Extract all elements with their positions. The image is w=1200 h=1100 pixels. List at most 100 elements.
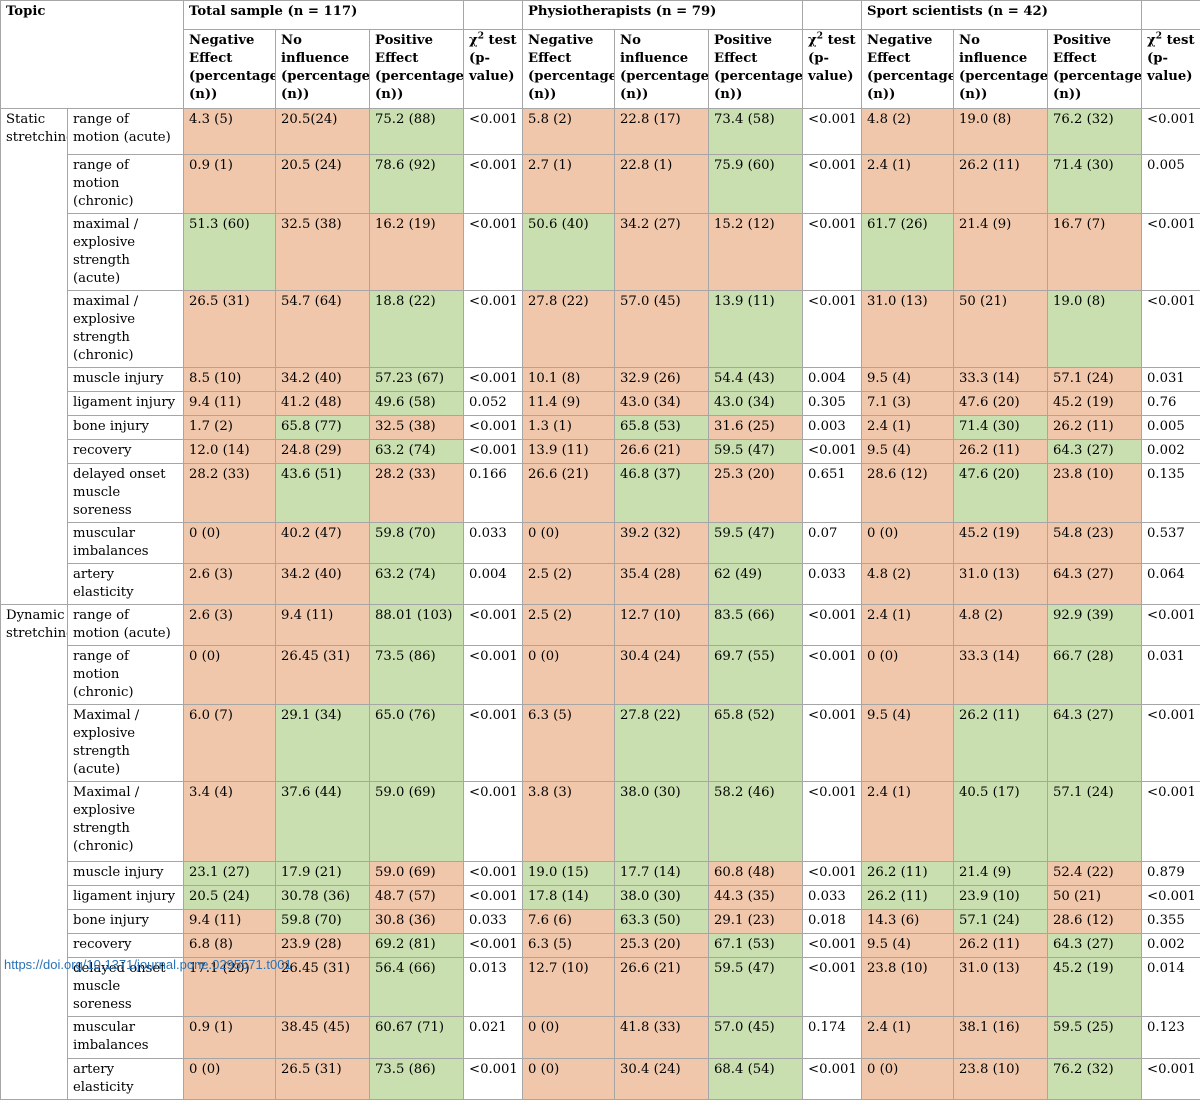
percentage-cell: 9.5 (4): [862, 368, 954, 392]
table-header: Topic Total sample (n = 117) Physiothera…: [1, 1, 1200, 109]
percentage-cell: 43.0 (34): [709, 392, 803, 416]
percentage-cell: 43.0 (34): [615, 392, 709, 416]
percentage-cell: 44.3 (35): [709, 886, 803, 910]
percentage-cell: 47.6 (20): [954, 392, 1048, 416]
percentage-cell: 9.5 (4): [862, 440, 954, 464]
percentage-cell: 2.4 (1): [862, 155, 954, 214]
percentage-cell: 54.8 (23): [1048, 523, 1142, 564]
row-topic: artery elasticity: [68, 564, 184, 605]
section-label: Static stretching: [1, 109, 68, 605]
subheader-cell: No influence (percentage (n)): [276, 30, 370, 109]
row-topic: ligament injury: [68, 886, 184, 910]
row-topic: range of motion (acute): [68, 605, 184, 646]
p-value-cell: 0.033: [803, 564, 862, 605]
row-topic: maximal / explosive strength (acute): [68, 214, 184, 291]
percentage-cell: 27.8 (22): [615, 705, 709, 782]
percentage-cell: 56.4 (66): [370, 958, 464, 1017]
row-topic: range of motion (chronic): [68, 155, 184, 214]
p-value-cell: 0.013: [464, 958, 523, 1017]
percentage-cell: 54.7 (64): [276, 291, 370, 368]
percentage-cell: 24.8 (29): [276, 440, 370, 464]
p-value-cell: 0.052: [464, 392, 523, 416]
percentage-cell: 62 (49): [709, 564, 803, 605]
percentage-cell: 34.2 (40): [276, 564, 370, 605]
percentage-cell: 13.9 (11): [709, 291, 803, 368]
subheader-cell: Negative Effect (percentage (n)): [862, 30, 954, 109]
percentage-cell: 64.3 (27): [1048, 440, 1142, 464]
doi-link[interactable]: https://doi.org/10.1371/journal.pone.029…: [4, 957, 292, 972]
percentage-cell: 78.6 (92): [370, 155, 464, 214]
table-row: maximal / explosive strength (chronic)26…: [1, 291, 1200, 368]
p-value-cell: <0.001: [464, 886, 523, 910]
percentage-cell: 30.78 (36): [276, 886, 370, 910]
percentage-cell: 15.2 (12): [709, 214, 803, 291]
p-value-cell: <0.001: [1142, 782, 1200, 862]
percentage-cell: 51.3 (60): [184, 214, 276, 291]
row-topic: recovery: [68, 934, 184, 958]
percentage-cell: 59.5 (47): [709, 958, 803, 1017]
percentage-cell: 8.5 (10): [184, 368, 276, 392]
p-value-cell: 0.003: [803, 416, 862, 440]
row-topic: bone injury: [68, 416, 184, 440]
p-value-cell: <0.001: [803, 646, 862, 705]
percentage-cell: 26.2 (11): [954, 155, 1048, 214]
percentage-cell: 38.45 (45): [276, 1017, 370, 1059]
percentage-cell: 0 (0): [523, 1017, 615, 1059]
percentage-cell: 32.5 (38): [276, 214, 370, 291]
percentage-cell: 22.8 (17): [615, 109, 709, 155]
percentage-cell: 23.1 (27): [184, 862, 276, 886]
percentage-cell: 38.1 (16): [954, 1017, 1048, 1059]
row-topic: muscle injury: [68, 368, 184, 392]
p-value-cell: <0.001: [464, 214, 523, 291]
percentage-cell: 46.8 (37): [615, 464, 709, 523]
percentage-cell: 57.1 (24): [1048, 782, 1142, 862]
percentage-cell: 26.2 (11): [954, 934, 1048, 958]
p-value-cell: 0.004: [464, 564, 523, 605]
percentage-cell: 32.9 (26): [615, 368, 709, 392]
row-topic: muscular imbalances: [68, 523, 184, 564]
percentage-cell: 31.0 (13): [954, 958, 1048, 1017]
p-value-cell: <0.001: [464, 291, 523, 368]
percentage-cell: 4.3 (5): [184, 109, 276, 155]
percentage-cell: 2.6 (3): [184, 605, 276, 646]
percentage-cell: 7.6 (6): [523, 910, 615, 934]
p-value-cell: 0.07: [803, 523, 862, 564]
percentage-cell: 57.23 (67): [370, 368, 464, 392]
percentage-cell: 38.0 (30): [615, 782, 709, 862]
percentage-cell: 28.6 (12): [862, 464, 954, 523]
percentage-cell: 0 (0): [523, 1059, 615, 1100]
group-header-physio-spacer: [803, 1, 862, 30]
percentage-cell: 6.3 (5): [523, 705, 615, 782]
p-value-cell: <0.001: [1142, 109, 1200, 155]
percentage-cell: 7.1 (3): [862, 392, 954, 416]
percentage-cell: 54.4 (43): [709, 368, 803, 392]
p-value-cell: <0.001: [464, 934, 523, 958]
percentage-cell: 39.2 (32): [615, 523, 709, 564]
p-value-cell: <0.001: [464, 109, 523, 155]
percentage-cell: 65.8 (52): [709, 705, 803, 782]
table-body: Static stretchingrange of motion (acute)…: [1, 109, 1200, 1100]
subheader-cell: Negative Effect (percentage (n)): [523, 30, 615, 109]
percentage-cell: 69.7 (55): [709, 646, 803, 705]
row-topic: delayed onset muscle soreness: [68, 464, 184, 523]
percentage-cell: 0 (0): [184, 523, 276, 564]
percentage-cell: 4.8 (2): [954, 605, 1048, 646]
p-value-cell: 0.879: [1142, 862, 1200, 886]
percentage-cell: 1.7 (2): [184, 416, 276, 440]
percentage-cell: 0.9 (1): [184, 1017, 276, 1059]
subheader-cell: No influence (percentage (n)): [954, 30, 1048, 109]
row-topic: Maximal / explosive strength (chronic): [68, 782, 184, 862]
percentage-cell: 12.7 (10): [523, 958, 615, 1017]
chi-symbol: χ: [1147, 33, 1156, 48]
percentage-cell: 40.5 (17): [954, 782, 1048, 862]
percentage-cell: 71.4 (30): [954, 416, 1048, 440]
percentage-cell: 65.8 (77): [276, 416, 370, 440]
subheader-cell: Positive Effect (percentage (n)): [370, 30, 464, 109]
percentage-cell: 59.5 (25): [1048, 1017, 1142, 1059]
chi-symbol: χ: [469, 33, 478, 48]
